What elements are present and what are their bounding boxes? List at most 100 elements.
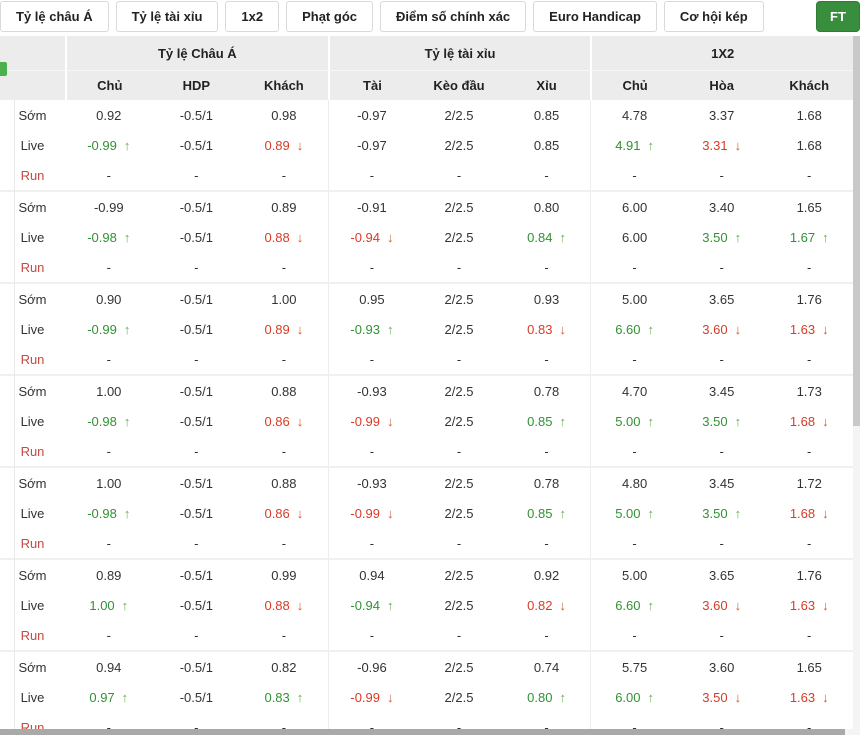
table-row[interactable]: Run - - - - - - - - - <box>0 344 853 374</box>
table-row[interactable]: Live -0.98 ↑ -0.5/1 0.86 ↓ -0.99 ↓ 2/2.5 0.85 ↑ 5.0… <box>0 406 853 436</box>
table-left-border <box>14 100 15 735</box>
table-row[interactable]: Live -0.98 ↑ -0.5/1 0.88 ↓ -0.94 ↓ 2/2.5 0.84 ↑ 6.0… <box>0 222 853 252</box>
odds-value: -0.98 <box>87 413 117 429</box>
vertical-scrollbar[interactable] <box>853 36 860 735</box>
odds-cell: 5.00 ↑ <box>590 498 678 528</box>
corner-cell <box>0 36 65 70</box>
vertical-scrollbar-thumb[interactable] <box>853 36 860 426</box>
odds-cell: 0.86 ↓ <box>240 498 328 528</box>
odds-value: 2/2.5 <box>444 291 474 307</box>
table-row[interactable]: Sớm 0.89 -0.5/1 0.99 0.94 2/2.5 0.92 5.00 3.65 1.… <box>0 560 853 590</box>
odds-cell: - <box>765 344 853 374</box>
odds-value: - <box>106 719 111 735</box>
odds-block: Sớm 0.94 -0.5/1 0.82 -0.96 2/2.5 0.74 5.75 3.60 1… <box>0 650 853 735</box>
table-row[interactable]: Run - - - - - - - - - <box>0 528 853 558</box>
odds-cell: 5.00 <box>590 560 678 590</box>
table-row[interactable]: Run - - - - - - - - - <box>0 160 853 190</box>
table-row[interactable]: Run - - - - - - - - - <box>0 436 853 466</box>
odds-value: 2/2.5 <box>444 137 474 153</box>
odds-cell: -0.99 <box>65 192 153 222</box>
odds-cell: 1.00 <box>240 284 328 314</box>
table-row[interactable]: Live -0.99 ↑ -0.5/1 0.89 ↓ -0.93 ↑ 2/2.5 0.83 ↓ 6.6… <box>0 314 853 344</box>
tab-4[interactable]: Phạt góc <box>286 1 373 32</box>
odds-value: 3.50 <box>702 229 728 245</box>
odds-cell: - <box>678 160 766 190</box>
odds-value: 3.45 <box>709 475 735 491</box>
odds-cell: - <box>65 620 153 650</box>
odds-value: 1.63 <box>789 689 816 705</box>
tab-2[interactable]: Tỷ lệ tài xỉu <box>115 1 219 32</box>
odds-value: 1.00 <box>89 597 115 613</box>
odds-value: - <box>807 259 812 275</box>
odds-cell: 0.82 <box>240 652 328 682</box>
up-arrow-icon: ↑ <box>296 689 304 705</box>
odds-value: -0.5/1 <box>179 659 213 675</box>
odds-cell: 3.50 ↑ <box>678 498 766 528</box>
odds-value: -0.5/1 <box>179 291 213 307</box>
odds-cell: 0.83 ↑ <box>240 682 328 712</box>
odds-value: -0.96 <box>357 659 387 675</box>
table-row[interactable]: Sớm 0.92 -0.5/1 0.98 -0.97 2/2.5 0.85 4.78 3.37 1… <box>0 100 853 130</box>
table-row[interactable]: Sớm 0.90 -0.5/1 1.00 0.95 2/2.5 0.93 5.00 3.65 1.… <box>0 284 853 314</box>
odds-cell: 1.68 ↓ <box>765 498 853 528</box>
odds-cell: 0.78 <box>503 376 591 406</box>
row-type-label: Live <box>20 229 45 245</box>
odds-cell: - <box>65 344 153 374</box>
row-type-label: Sớm <box>18 199 47 215</box>
odds-cell: - <box>415 436 503 466</box>
table-row[interactable]: Live 0.97 ↑ -0.5/1 0.83 ↑ -0.99 ↓ 2/2.5 0.80 ↑ 6.00… <box>0 682 853 712</box>
up-arrow-icon: ↑ <box>123 505 131 521</box>
odds-cell: - <box>590 252 678 282</box>
table-row[interactable]: Run - - - - - - - - - <box>0 620 853 650</box>
odds-cell: - <box>503 620 591 650</box>
table-row[interactable]: Run - - - - - - - - - <box>0 252 853 282</box>
table-row[interactable]: Live -0.98 ↑ -0.5/1 0.86 ↓ -0.99 ↓ 2/2.5 0.85 ↑ 5.0… <box>0 498 853 528</box>
odds-cell: -0.93 <box>327 376 416 406</box>
odds-value: 6.00 <box>621 199 648 215</box>
tab-1[interactable]: Tỷ lệ châu Á <box>0 1 109 32</box>
odds-cell: - <box>153 344 241 374</box>
tab-6[interactable]: Euro Handicap <box>533 1 657 32</box>
odds-value: - <box>632 167 637 183</box>
odds-cell: -0.98 ↑ <box>65 222 153 252</box>
row-type-label: Live <box>20 505 45 521</box>
odds-value: - <box>369 259 375 275</box>
odds-value: 0.74 <box>533 659 560 675</box>
table-row[interactable]: Sớm -0.99 -0.5/1 0.89 -0.91 2/2.5 0.80 6.00 3.40… <box>0 192 853 222</box>
odds-table: Tỷ lệ Châu Á Tỷ lệ tài xỉu 1X2 Chủ HDP Khách… <box>0 36 853 735</box>
tab-7[interactable]: Cơ hội kép <box>663 1 764 32</box>
odds-value: 3.50 <box>702 689 728 705</box>
group-header-label: Tỷ lệ tài xỉu <box>327 36 591 70</box>
table-row[interactable]: Sớm 1.00 -0.5/1 0.88 -0.93 2/2.5 0.78 4.80 3.45 1… <box>0 468 853 498</box>
odds-value: 0.98 <box>271 107 297 123</box>
odds-cell: 0.92 <box>503 560 591 590</box>
table-row[interactable]: Live 1.00 ↑ -0.5/1 0.88 ↓ -0.94 ↑ 2/2.5 0.82 ↓ 6.60… <box>0 590 853 620</box>
odds-cell: 2/2.5 <box>415 406 503 436</box>
ft-button[interactable]: FT <box>816 1 860 32</box>
odds-value: -0.5/1 <box>179 413 213 429</box>
odds-value: 0.92 <box>96 107 122 123</box>
horizontal-scrollbar-thumb[interactable] <box>0 729 845 735</box>
odds-cell: 6.00 <box>590 192 678 222</box>
odds-cell: 3.50 ↑ <box>678 406 766 436</box>
tab-3[interactable]: 1x2 <box>225 1 280 32</box>
table-row[interactable]: Sớm 0.94 -0.5/1 0.82 -0.96 2/2.5 0.74 5.75 3.60 1… <box>0 652 853 682</box>
side-toggle[interactable] <box>0 62 7 76</box>
odds-cell: 1.00 <box>65 376 153 406</box>
odds-cell: 1.72 <box>765 468 853 498</box>
odds-cell: -0.96 <box>327 652 416 682</box>
table-row[interactable]: Sớm 1.00 -0.5/1 0.88 -0.93 2/2.5 0.78 4.70 3.45 1… <box>0 376 853 406</box>
odds-value: - <box>194 259 199 275</box>
odds-cell: 0.86 ↓ <box>240 406 328 436</box>
row-type-label: Sớm <box>18 291 47 307</box>
odds-block: Sớm -0.99 -0.5/1 0.89 -0.91 2/2.5 0.80 6.00 3.40… <box>0 190 853 282</box>
table-row[interactable]: Live -0.99 ↑ -0.5/1 0.89 ↓ -0.97 2/2.5 0.85 4.91 ↑… <box>0 130 853 160</box>
odds-cell: - <box>240 436 328 466</box>
horizontal-scrollbar[interactable] <box>0 729 853 735</box>
odds-cell: -0.99 ↑ <box>65 314 153 344</box>
odds-cell: 5.00 ↑ <box>590 406 678 436</box>
tab-5[interactable]: Điểm số chính xác <box>380 1 527 32</box>
odds-cell: -0.94 ↑ <box>327 590 416 620</box>
odds-cell: - <box>765 620 853 650</box>
down-arrow-icon: ↓ <box>296 505 304 521</box>
